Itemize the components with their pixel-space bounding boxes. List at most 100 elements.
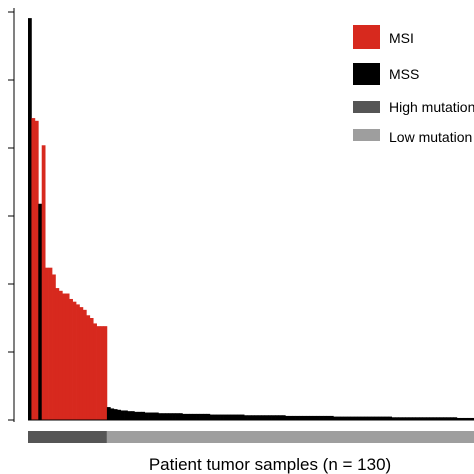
bar-msi (45, 267, 49, 420)
bar-mss (110, 408, 115, 420)
bar-msi (79, 307, 84, 420)
bar-mss (401, 417, 406, 420)
bar-mss (151, 412, 156, 420)
bar-mss (419, 417, 423, 420)
bar-msi (93, 323, 97, 420)
bar-mss (254, 415, 259, 420)
bar-mss (398, 417, 403, 420)
bar-mss (463, 417, 468, 420)
bar-mss (178, 413, 183, 420)
bar-mss (278, 415, 283, 420)
bar-mss (106, 407, 111, 420)
bar-mss (113, 409, 118, 420)
bar-msi (89, 318, 94, 420)
bar-msi (96, 326, 101, 420)
bar-mss (175, 413, 180, 420)
bar-mss (281, 415, 286, 420)
bar-msi (48, 267, 53, 420)
bar-mss (117, 409, 121, 420)
bar-mss (264, 415, 269, 420)
bar-mss (336, 416, 341, 420)
bar-mss (316, 415, 320, 420)
bar-mss (226, 414, 231, 420)
legend-label: Low mutation (389, 129, 472, 145)
bar-mss (412, 417, 417, 420)
bar-msi (58, 290, 63, 420)
bar-mss (422, 417, 427, 420)
bar-mss (360, 416, 365, 420)
bar-mss (319, 415, 324, 420)
bar-msi (41, 145, 46, 420)
bar-mss (257, 415, 262, 420)
bar-mss (453, 417, 458, 420)
bar-mss (182, 413, 187, 420)
bar-msi (69, 298, 73, 420)
bar-mss (357, 416, 362, 420)
bar-mss (285, 415, 290, 420)
bar-mss (347, 416, 351, 420)
bar-mss (371, 416, 375, 420)
bar-mss (251, 415, 255, 420)
bar-mss (443, 417, 447, 420)
bar-msi (72, 301, 77, 420)
bar-mss (124, 410, 128, 420)
bar-mss (295, 415, 300, 420)
bar-mss (168, 413, 173, 420)
bar-mss (206, 413, 211, 420)
mutation-group-segment (106, 431, 474, 443)
bar-mss (209, 414, 214, 420)
bar-mss (261, 415, 266, 420)
bar-msi (52, 274, 56, 420)
bar-mss (141, 411, 145, 420)
mutation-group-bar (28, 431, 474, 443)
bar-mss (237, 414, 242, 420)
legend-label: MSS (389, 66, 419, 82)
y-axis (8, 8, 15, 422)
bar-mss (189, 413, 194, 420)
legend-swatch (353, 101, 380, 113)
bar-msi (55, 288, 60, 420)
bar-mss (202, 413, 207, 420)
bar-mss (405, 417, 410, 420)
bar-mss (323, 415, 327, 420)
x-axis-label: Patient tumor samples (n = 130) (149, 455, 391, 474)
bar-mss (28, 18, 32, 421)
bar-mss (446, 417, 451, 420)
bars (28, 18, 474, 421)
bar-mss (172, 413, 176, 420)
bar-mss (436, 417, 441, 420)
bar-mss (120, 410, 125, 420)
bar-msi (65, 293, 70, 420)
bar-msi (82, 309, 87, 420)
bar-mss (130, 411, 135, 420)
legend-label: MSI (389, 30, 414, 46)
bar-mss (305, 415, 310, 420)
legend: MSI MSS High mutation Low mutation (353, 25, 474, 145)
bar-mss (460, 417, 465, 420)
bar-mss (374, 416, 379, 420)
bar-mss (388, 416, 393, 420)
bar-mss (148, 412, 152, 420)
bar-mss (38, 203, 43, 420)
bar-mss (247, 415, 252, 420)
bar-mss (364, 416, 368, 420)
bar-mss (395, 417, 399, 420)
bar-mss (432, 417, 437, 420)
legend-swatch (353, 25, 380, 49)
bar-mss (199, 413, 204, 420)
bar-msi (34, 120, 39, 421)
bar-mss (326, 415, 331, 420)
mutation-group-segment (28, 431, 107, 443)
bar-mss (268, 415, 272, 420)
bar-mss (154, 412, 159, 420)
bar-mss (302, 415, 307, 420)
bar-mss (240, 414, 245, 420)
bar-msi (62, 293, 67, 420)
bar-mss (213, 414, 218, 420)
bar-mss (350, 416, 355, 420)
bar-mss (216, 414, 221, 420)
bar-msi (31, 118, 36, 420)
bar-mss (127, 411, 132, 420)
bar-mss (467, 417, 471, 420)
bar-mss (275, 415, 279, 420)
